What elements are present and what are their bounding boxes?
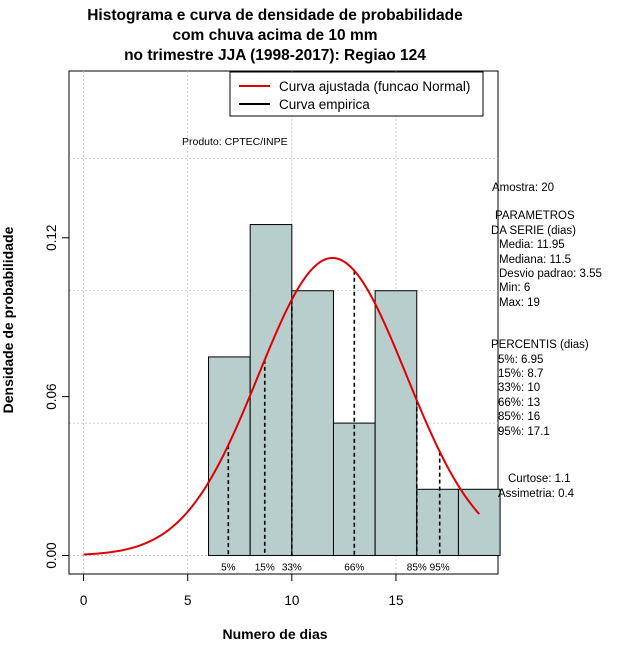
params-header: PARAMETROS <box>495 210 575 223</box>
percentile-label: 15% <box>255 562 275 573</box>
percentile-label: 33% <box>282 562 302 573</box>
percentile-33: 33%: 10 <box>498 382 541 395</box>
sample-size: Amostra: 20 <box>492 182 554 194</box>
histogram-bar <box>457 488 501 556</box>
percentile-label: 95% <box>430 562 450 573</box>
y-tick-label: 0.12 <box>44 225 59 251</box>
x-tick-label: 10 <box>284 593 299 608</box>
chart-title: Histograma e curva de densidade de proba… <box>40 6 510 66</box>
stat-median: Mediana: 11.5 <box>499 253 572 266</box>
percentile-label: 5% <box>221 562 236 573</box>
x-axis: 0 5 10 15 <box>80 573 403 608</box>
legend-empirical-label: Curva empirica <box>279 97 370 112</box>
title-line-1: Histograma e curva de densidade de proba… <box>87 7 463 24</box>
percentile-label: 85% <box>407 562 427 573</box>
x-axis-label: Numero de dias <box>222 626 327 642</box>
percentile-5: 5%: 6.95 <box>498 353 544 366</box>
histogram-bar <box>416 488 459 556</box>
skewness: Assimetria: 0.4 <box>498 487 575 500</box>
kurtosis: Curtose: 1.1 <box>508 473 571 486</box>
histogram-bar <box>374 290 418 556</box>
histogram-bar <box>208 356 251 556</box>
stat-mean: Media: 11.95 <box>499 239 565 252</box>
legend-box <box>229 71 484 117</box>
x-tick-label: 15 <box>388 593 403 608</box>
x-tick-label: 5 <box>184 593 192 608</box>
title-line-3: no trimestre JJA (1998-2017): Regiao 124 <box>124 47 426 64</box>
percentile-95: 95%: 17.1 <box>498 425 550 438</box>
legend: Curva ajustada (funcao Normal) Curva emp… <box>229 71 484 117</box>
percentile-labels: 5% 15% 33% 66% 85% 95% <box>221 562 450 573</box>
percentiles-header: PERCENTIS (dias) <box>491 339 589 352</box>
percentile-15: 15%: 8.7 <box>498 368 544 381</box>
stats-panel: Amostra: 20 PARAMETROS DA SERIE (dias) M… <box>490 181 640 501</box>
fitted-normal-curve <box>83 256 481 556</box>
percentile-label: 66% <box>344 562 364 573</box>
y-tick-label: 0.06 <box>44 383 59 409</box>
percentile-66: 66%: 13 <box>498 396 541 409</box>
stat-sd: Desvio padrao: 3.55 <box>499 268 602 281</box>
stat-min: Min: 6 <box>499 282 531 295</box>
percentile-lines <box>227 270 441 556</box>
params-subheader: DA SERIE (dias) <box>491 224 576 237</box>
x-tick-label: 0 <box>80 593 88 608</box>
histogram-bar <box>291 290 334 556</box>
y-tick-label: 0.00 <box>44 542 59 568</box>
y-axis-label: Densidade de probabilidade <box>0 226 16 413</box>
produto-label: Produto: CPTEC/INPE <box>182 136 288 148</box>
legend-fitted-label: Curva ajustada (funcao Normal) <box>279 79 470 94</box>
y-axis: 0.00 0.06 0.12 <box>44 225 70 569</box>
stat-max: Max: 19 <box>499 296 540 309</box>
percentile-85: 85%: 16 <box>498 411 541 424</box>
title-line-2: com chuva acima de 10 mm <box>172 27 378 44</box>
histogram-bar <box>249 224 293 556</box>
